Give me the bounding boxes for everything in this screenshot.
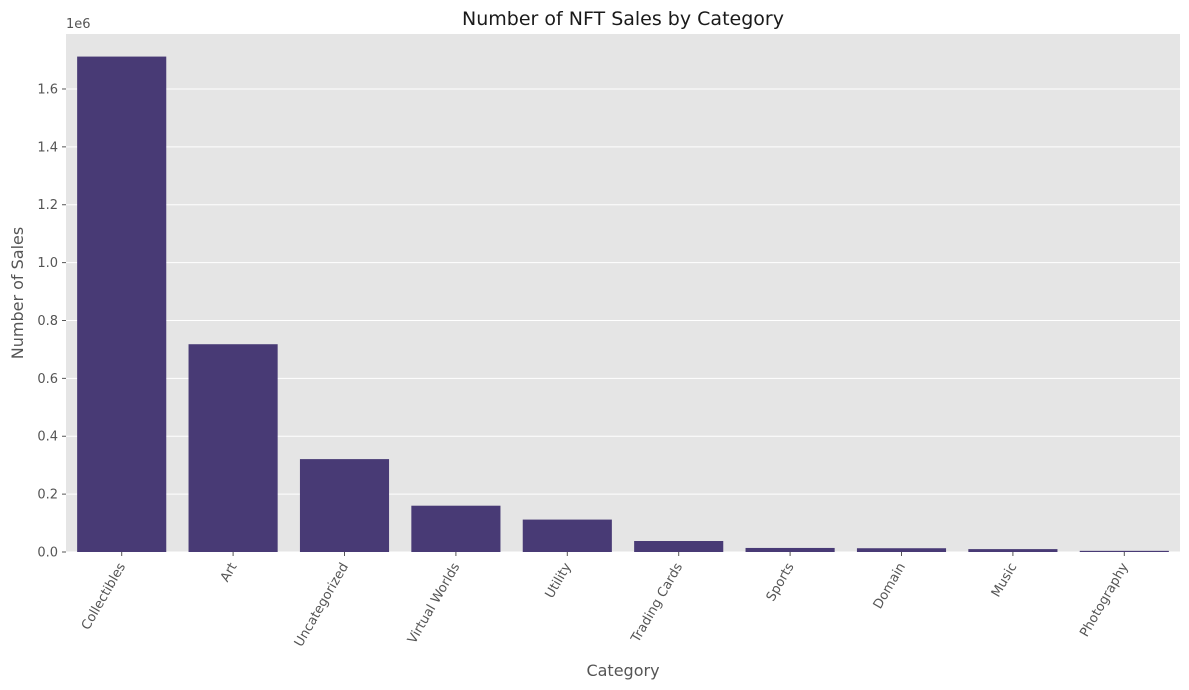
bar — [299, 459, 390, 552]
bar — [968, 549, 1058, 552]
bar — [522, 519, 612, 552]
bar — [77, 56, 167, 552]
x-tick-label: Art — [218, 561, 241, 585]
x-axis-ticks: Collectibles Art Uncategorized Virtual Worl… — [79, 552, 1132, 650]
chart-title: Number of NFT Sales by Category — [462, 8, 784, 30]
bars — [77, 56, 1169, 552]
x-tick-label: Photography — [1077, 560, 1132, 639]
x-tick-label: Sports — [764, 560, 798, 604]
y-tick-label: 1.2 — [37, 198, 58, 213]
x-tick-label: Trading Cards — [628, 560, 686, 646]
y-tick-label: 0.8 — [37, 314, 58, 329]
x-tick-label: Virtual Worlds — [405, 560, 463, 646]
bar — [634, 541, 724, 552]
bar — [411, 505, 501, 552]
x-axis-label: Category — [586, 661, 659, 680]
y-tick-label: 0.4 — [37, 430, 58, 445]
y-tick-label: 1.6 — [37, 82, 58, 97]
bar — [1079, 550, 1169, 552]
y-tick-label: 1.0 — [37, 256, 58, 271]
x-tick-label: Utility — [543, 560, 575, 601]
x-tick-label: Uncategorized — [292, 561, 352, 650]
y-tick-label: 0.2 — [37, 488, 58, 503]
bar — [856, 548, 947, 552]
y-tick-label: 0.0 — [37, 546, 58, 561]
y-tick-label: 0.6 — [37, 372, 58, 387]
y-tick-label: 1.4 — [37, 140, 58, 155]
x-tick-label: Collectibles — [79, 560, 129, 632]
x-tick-label: Music — [989, 561, 1020, 601]
bar — [745, 547, 835, 552]
x-tick-label: Domain — [871, 561, 909, 612]
y-axis-ticks: 0.0 0.2 0.4 0.6 0.8 1.0 1.2 1.4 1.6 — [37, 82, 66, 561]
y-axis-label: Number of Sales — [8, 227, 27, 359]
bar — [188, 344, 278, 552]
y-axis-offset-label: 1e6 — [66, 17, 91, 32]
